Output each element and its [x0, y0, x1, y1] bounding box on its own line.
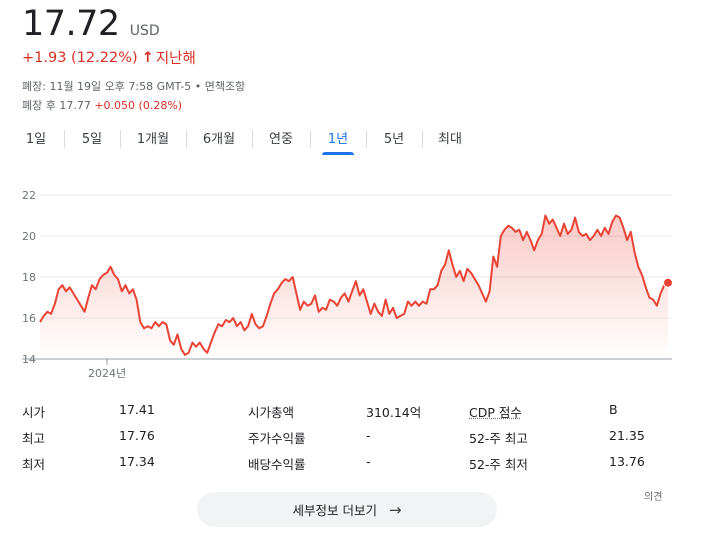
post-market-change: +0.050 (0.28%) [94, 99, 183, 112]
stat-value: 17.76 [119, 428, 155, 443]
range-tabs: 1일 5일 1개월 6개월 연중 1년 5년 최대 [8, 128, 478, 155]
y-tick-label: 16 [22, 312, 36, 325]
post-market-price: 폐장 후 17.77 [22, 99, 91, 112]
tab-max[interactable]: 최대 [422, 128, 478, 152]
stats-row: 최고 17.76 주가수익률 - 52-주 최고 21.35 [22, 428, 682, 448]
tab-label: 6개월 [202, 132, 236, 147]
tab-label: 최대 [438, 132, 462, 147]
stat-label: 최고 [22, 431, 46, 446]
y-tick-label: 18 [22, 271, 36, 284]
tab-5y[interactable]: 5년 [366, 128, 422, 152]
current-price: 17.72 [22, 4, 120, 44]
stat-value: 13.76 [609, 454, 645, 469]
more-details-label: 세부정보 더보기 [292, 503, 377, 518]
cdp-score-label[interactable]: CDP 점수 [469, 405, 522, 420]
stat-value: 21.35 [609, 428, 645, 443]
feedback-link[interactable]: 의견 [644, 492, 663, 503]
stat-value: - [366, 454, 371, 469]
arrow-up-icon: ↑ [141, 49, 154, 66]
stat-value: - [366, 428, 371, 443]
tab-6m[interactable]: 6개월 [186, 128, 252, 152]
stats-row: 최저 17.34 배당수익률 - 52-주 최저 13.76 [22, 454, 682, 474]
tab-label: 5일 [81, 132, 103, 147]
price-line [39, 214, 669, 356]
stats-row: 시가 17.41 시가총액 310.14억 CDP 점수 B [22, 402, 682, 422]
y-axis: 22 20 18 16 14 [22, 189, 36, 366]
stat-label: 시가총액 [248, 405, 295, 420]
stat-label: 52-주 최저 [469, 457, 528, 472]
stat-value: 310.14억 [366, 405, 422, 420]
stat-label: 최저 [22, 457, 46, 472]
tab-ytd[interactable]: 연중 [252, 128, 310, 152]
tab-label: 5년 [383, 132, 405, 147]
post-market: 폐장 후 17.77 +0.050 (0.28%) [22, 97, 182, 113]
stat-value: B [609, 402, 618, 417]
more-details-button[interactable]: 세부정보 더보기 → [197, 492, 497, 527]
tab-1d[interactable]: 1일 [8, 128, 64, 152]
tab-label: 1일 [25, 132, 47, 147]
currency-label: USD [129, 23, 160, 39]
tab-label: 1개월 [136, 132, 170, 147]
tab-5d[interactable]: 5일 [64, 128, 120, 152]
stat-value: 17.41 [119, 402, 155, 417]
stat-label: 시가 [22, 405, 46, 420]
tab-1y[interactable]: 1년 [310, 128, 366, 155]
stat-label: 배당수익률 [248, 457, 306, 472]
x-axis: 2024년 [88, 359, 126, 380]
price-header: 17.72 USD [22, 4, 160, 44]
stat-value: 17.34 [119, 454, 155, 469]
arrow-right-icon: → [388, 500, 402, 519]
price-change: +1.93 (12.22%) ↑ 지난해 [22, 47, 196, 68]
current-price-marker [663, 277, 673, 288]
price-chart[interactable]: 22 20 18 16 14 2024년 [0, 176, 708, 386]
y-tick-label: 22 [22, 189, 36, 202]
change-period: 지난해 [155, 51, 196, 67]
x-tick-label: 2024년 [88, 367, 126, 380]
y-tick-label: 20 [22, 230, 36, 243]
market-status: 폐장: 11월 19일 오후 7:58 GMT-5 • 면책조항 [22, 80, 246, 93]
tab-1m[interactable]: 1개월 [120, 128, 186, 152]
stat-label: 주가수익률 [248, 431, 306, 446]
stat-label: 52-주 최고 [469, 431, 528, 446]
change-value: +1.93 (12.22%) [22, 49, 138, 66]
tab-label: 연중 [269, 132, 293, 147]
y-tick-label: 14 [22, 353, 36, 366]
tab-label: 1년 [327, 132, 349, 147]
